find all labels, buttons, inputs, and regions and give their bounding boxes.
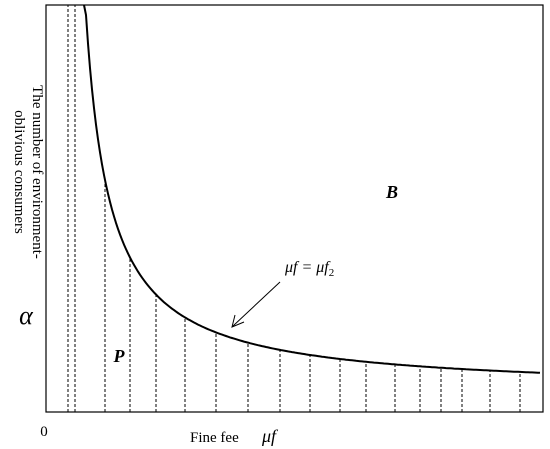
curve [83, 4, 541, 374]
curve-label-sub: 2 [329, 267, 335, 279]
x-axis-label: Fine fee [190, 430, 239, 446]
arrow-shaft [232, 281, 281, 327]
y-axis-label-line1: The number of environment- [29, 85, 45, 259]
curve-label-main: μf = μf [284, 259, 331, 276]
y-axis-symbol: α [19, 301, 34, 330]
origin-label: 0 [40, 424, 48, 440]
x-axis-symbol: μf [261, 426, 279, 446]
arrow-head [231, 314, 245, 328]
curve-label: μf = μf2 [284, 259, 334, 279]
plot-frame [45, 4, 544, 413]
region-p: P [113, 346, 126, 366]
region-b: B [385, 182, 398, 202]
y-axis-label-line2: oblivious consumers [11, 110, 27, 234]
hatch-lines [67, 5, 521, 412]
